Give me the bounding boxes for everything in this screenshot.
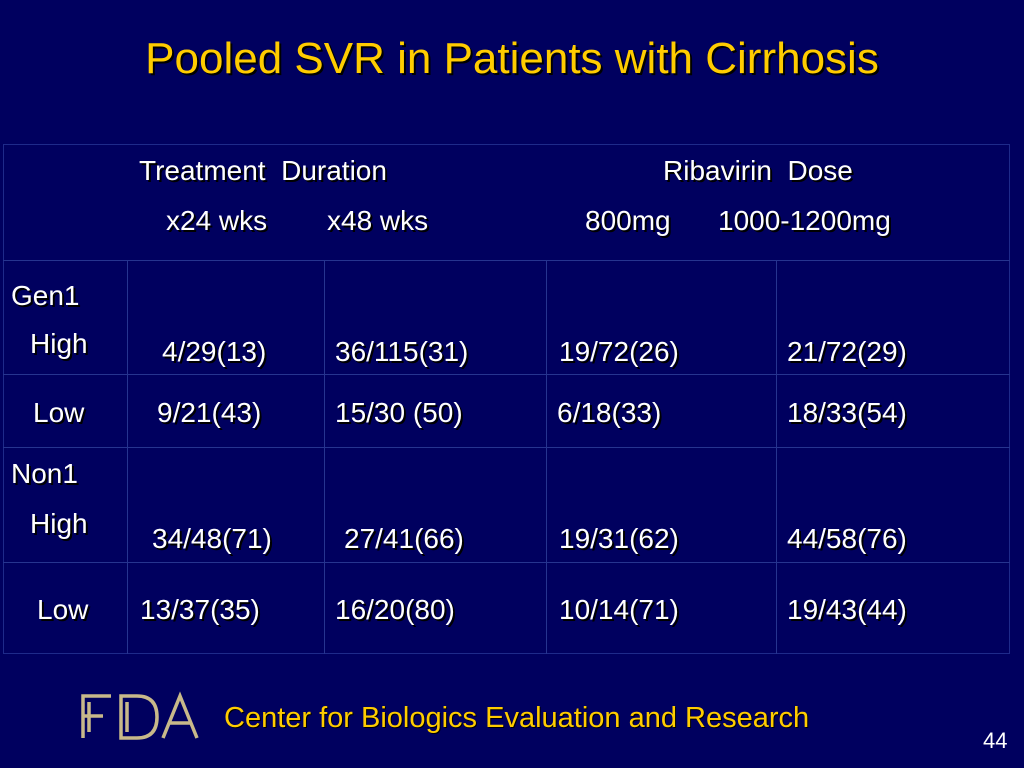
row-label: Low xyxy=(33,397,85,428)
footer-text: Center for Biologics Evaluation and Rese… xyxy=(224,702,810,734)
header-x48-wks: x48 wks xyxy=(327,205,429,236)
header-ribavirin-dose: Ribavirin Dose xyxy=(663,155,853,186)
header-1000-1200mg: 1000-1200mg xyxy=(718,205,891,236)
table-divider xyxy=(3,562,1010,563)
svr-table xyxy=(3,144,1010,654)
fda-logo-icon xyxy=(81,691,199,740)
header-treatment-duration: Treatment Duration xyxy=(139,155,387,186)
row-label: High xyxy=(30,508,88,539)
table-cell: 19/43(44) xyxy=(787,594,907,625)
fda-logo-mark xyxy=(81,691,199,740)
table-cell: 15/30 (50) xyxy=(335,397,463,428)
table-cell: 27/41(66) xyxy=(344,523,464,554)
slide-title: Pooled SVR in Patients with Cirrhosis xyxy=(145,34,879,83)
row-label: High xyxy=(30,328,88,359)
table-cell: 18/33(54) xyxy=(787,397,907,428)
table-divider xyxy=(3,447,1010,448)
table-cell: 36/115(31) xyxy=(335,336,469,367)
table-cell: 9/21(43) xyxy=(157,397,262,428)
page-number: 44 xyxy=(983,728,1008,753)
row-label: Low xyxy=(37,594,89,625)
header-800mg: 800mg xyxy=(585,205,671,236)
table-cell: 6/18(33) xyxy=(557,397,662,428)
table-divider xyxy=(3,374,1010,375)
table-cell: 10/14(71) xyxy=(559,594,679,625)
table-divider xyxy=(324,260,325,654)
row-group-label: Gen1 xyxy=(11,280,80,311)
table-cell: 44/58(76) xyxy=(787,523,907,554)
table-cell: 16/20(80) xyxy=(335,594,455,625)
table-cell: 34/48(71) xyxy=(152,523,272,554)
header-x24-wks: x24 wks xyxy=(166,205,268,236)
table-divider xyxy=(127,260,128,654)
table-cell: 19/31(62) xyxy=(559,523,679,554)
table-cell: 21/72(29) xyxy=(787,336,907,367)
table-cell: 13/37(35) xyxy=(140,594,260,625)
row-group-label: Non1 xyxy=(11,458,78,489)
table-divider xyxy=(546,260,547,654)
table-divider xyxy=(3,260,1010,261)
table-divider xyxy=(776,260,777,654)
table-cell: 19/72(26) xyxy=(559,336,679,367)
table-cell: 4/29(13) xyxy=(162,336,267,367)
